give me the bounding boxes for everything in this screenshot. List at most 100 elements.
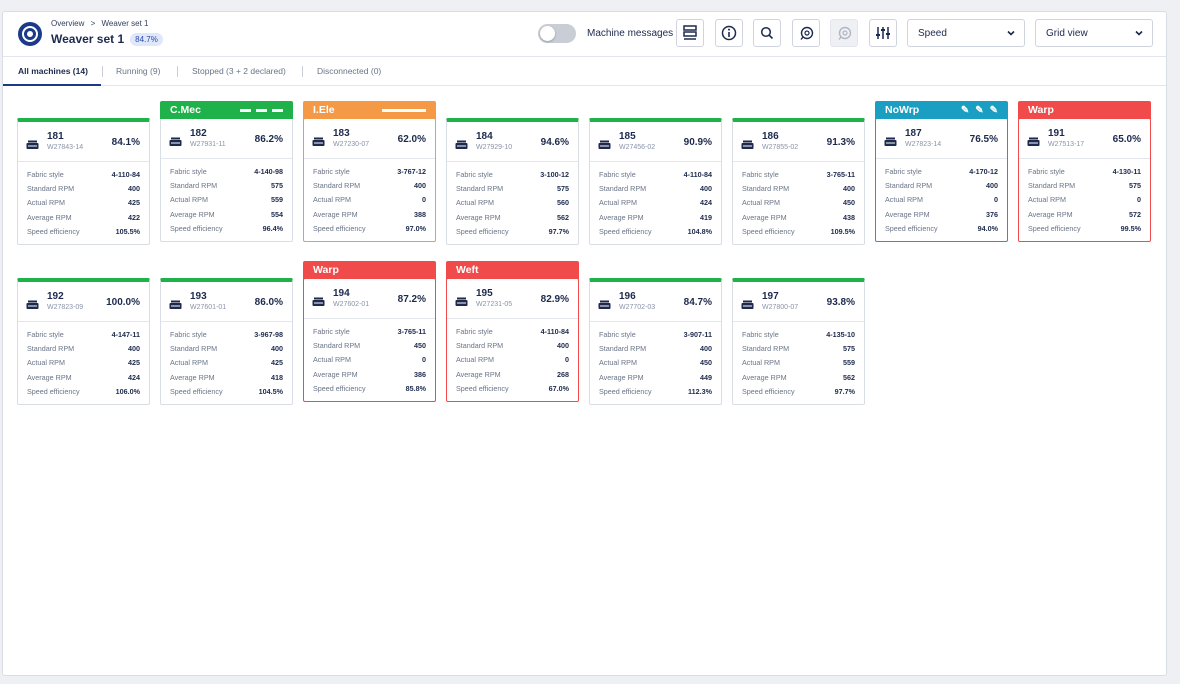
stat-label: Fabric style xyxy=(742,170,779,179)
machine-number: 195 xyxy=(476,288,493,299)
app-logo-icon[interactable] xyxy=(18,22,42,46)
stat-row: Speed efficiency 94.0% xyxy=(885,222,998,236)
machine-card[interactable]: 186 W27855-02 91.3% Fabric style 3-765-11 Sta… xyxy=(732,118,865,246)
breadcrumb: Overview > Weaver set 1 xyxy=(51,19,152,28)
machine-stats: Fabric style 4-110-84 Standard RPM 400 Actua… xyxy=(18,162,149,244)
stat-value: 562 xyxy=(843,372,855,382)
stat-label: Speed efficiency xyxy=(27,226,80,236)
machine-messages-toggle[interactable] xyxy=(538,24,576,43)
stat-label: Speed efficiency xyxy=(742,226,795,236)
machine-card-header: 183 W27230-07 62.0% xyxy=(304,119,435,159)
mechanical-stop-indicator xyxy=(240,108,283,112)
stat-row: Fabric style 4-110-84 xyxy=(27,168,140,182)
app-frame: Overview > Weaver set 1 Weaver set 1 84.… xyxy=(2,11,1167,676)
stat-value: 3-907-11 xyxy=(683,330,712,339)
stat-label: Speed efficiency xyxy=(313,383,366,393)
tab-running[interactable]: Running (9) xyxy=(116,66,161,76)
stat-label: Actual RPM xyxy=(599,198,637,208)
machine-efficiency: 93.8% xyxy=(826,297,855,308)
stat-value: 3-765-11 xyxy=(397,327,426,336)
stat-label: Average RPM xyxy=(599,212,644,222)
stat-row: Fabric style 3-967-98 xyxy=(170,328,283,342)
stat-row: Actual RPM 559 xyxy=(742,356,855,370)
machine-stats: Fabric style 3-907-11 Standard RPM 400 Actua… xyxy=(590,322,721,404)
stat-row: Speed efficiency 85.8% xyxy=(313,382,426,396)
stat-label: Average RPM xyxy=(742,372,787,382)
stat-label: Speed efficiency xyxy=(742,386,795,396)
info-button[interactable] xyxy=(715,19,743,47)
tab-disconnected[interactable]: Disconnected (0) xyxy=(317,66,382,76)
chevron-down-icon xyxy=(1007,30,1015,36)
stat-label: Standard RPM xyxy=(313,341,361,351)
stat-value: 562 xyxy=(557,212,569,222)
tab-separator xyxy=(302,66,303,77)
view-select[interactable]: Grid view xyxy=(1035,19,1153,47)
stat-row: Standard RPM 400 xyxy=(456,339,569,353)
stat-label: Standard RPM xyxy=(456,341,504,351)
stat-row: Standard RPM 400 xyxy=(599,342,712,356)
machine-stats: Fabric style 3-765-11 Standard RPM 400 Actua… xyxy=(733,162,864,244)
stat-row: Actual RPM 425 xyxy=(170,356,283,370)
metric-select[interactable]: Speed xyxy=(907,19,1025,47)
stat-row: Actual RPM 425 xyxy=(27,196,140,210)
stat-value: 376 xyxy=(986,209,998,219)
machine-card[interactable]: 184 W27929-10 94.6% Fabric style 3-100-12 Sta… xyxy=(446,118,579,246)
stop-reason-label: I.Ele xyxy=(313,104,335,116)
stat-label: Fabric style xyxy=(1028,167,1065,176)
stat-label: Speed efficiency xyxy=(885,223,938,233)
machine-stats: Fabric style 4-110-84 Standard RPM 400 Actua… xyxy=(590,162,721,244)
stat-label: Fabric style xyxy=(742,330,779,339)
stat-label: Average RPM xyxy=(27,212,72,222)
stat-label: Fabric style xyxy=(313,327,350,336)
search-button[interactable] xyxy=(753,19,781,47)
tab-all-machines[interactable]: All machines (14) xyxy=(18,66,88,76)
stat-label: Speed efficiency xyxy=(27,386,80,396)
stat-value: 422 xyxy=(128,212,140,222)
message-search-button[interactable] xyxy=(792,19,820,47)
stop-reason-banner: Warp xyxy=(1018,101,1151,119)
machine-number: 194 xyxy=(333,288,350,299)
machine-card[interactable]: 193 W27601-01 86.0% Fabric style 3-967-98 Sta… xyxy=(160,278,293,406)
machine-number: 185 xyxy=(619,131,636,142)
stat-value: 400 xyxy=(414,181,426,191)
layout-rows-button[interactable] xyxy=(676,19,704,47)
stat-label: Standard RPM xyxy=(27,184,75,194)
stat-value: 425 xyxy=(128,358,140,368)
machine-card[interactable]: C.Mec 182 W27931-11 86.2% Fabric style 4-140-… xyxy=(160,101,293,243)
stat-label: Standard RPM xyxy=(456,184,504,194)
machine-card[interactable]: Warp 191 W27513-17 65.0% Fabric style 4-130-1… xyxy=(1018,101,1151,243)
machine-number: 187 xyxy=(905,128,922,139)
stat-row: Average RPM 554 xyxy=(170,208,283,222)
machine-efficiency: 84.7% xyxy=(683,297,712,308)
machine-stats: Fabric style 3-767-12 Standard RPM 400 Actua… xyxy=(304,159,435,241)
stat-row: Standard RPM 575 xyxy=(456,182,569,196)
machine-card[interactable]: Warp 194 W27602-01 87.2% Fabric style 3-765-1… xyxy=(303,261,436,403)
machine-card[interactable]: 197 W27800-07 93.8% Fabric style 4-135-10 Sta… xyxy=(732,278,865,406)
machine-card[interactable]: 181 W27843-14 84.1% Fabric style 4-110-84 Sta… xyxy=(17,118,150,246)
stat-value: 560 xyxy=(557,198,569,208)
filter-settings-button[interactable] xyxy=(869,19,897,47)
stat-value: 105.5% xyxy=(115,226,140,236)
machine-card[interactable]: 192 W27823-09 100.0% Fabric style 4-147-11 St… xyxy=(17,278,150,406)
message-zoom-button[interactable] xyxy=(830,19,858,47)
top-bar: Overview > Weaver set 1 Weaver set 1 84.… xyxy=(3,12,1166,56)
machine-card[interactable]: I.Ele 183 W27230-07 62.0% Fabric style 3-767-… xyxy=(303,101,436,243)
stop-reason-banner: NoWrp ✎ ✎ ✎ xyxy=(875,101,1008,119)
stat-value: 0 xyxy=(422,355,426,365)
breadcrumb-overview-link[interactable]: Overview xyxy=(51,19,85,28)
machine-card-header: 186 W27855-02 91.3% xyxy=(733,122,864,162)
machine-card-header: 184 W27929-10 94.6% xyxy=(447,122,578,162)
machine-code: W27931-11 xyxy=(190,141,226,148)
stat-label: Average RPM xyxy=(599,372,644,382)
machine-card[interactable]: NoWrp ✎ ✎ ✎ 187 W27823-14 76.5% Fabric style 4-1… xyxy=(875,101,1008,243)
stat-value: 0 xyxy=(994,195,998,205)
loom-icon xyxy=(455,137,468,149)
stat-value: 559 xyxy=(271,195,283,205)
stat-row: Fabric style 4-140-98 xyxy=(170,165,283,179)
machine-card[interactable]: Weft 195 W27231-05 82.9% Fabric style 4-110-8… xyxy=(446,261,579,403)
machine-stats: Fabric style 4-110-84 Standard RPM 400 Actua… xyxy=(447,319,578,401)
machine-card[interactable]: 185 W27456-02 90.9% Fabric style 4-110-84 Sta… xyxy=(589,118,722,246)
machine-card[interactable]: 196 W27702-03 84.7% Fabric style 3-907-11 Sta… xyxy=(589,278,722,406)
tab-stopped[interactable]: Stopped (3 + 2 declared) xyxy=(192,66,286,76)
machine-code: W27602-01 xyxy=(333,301,370,308)
